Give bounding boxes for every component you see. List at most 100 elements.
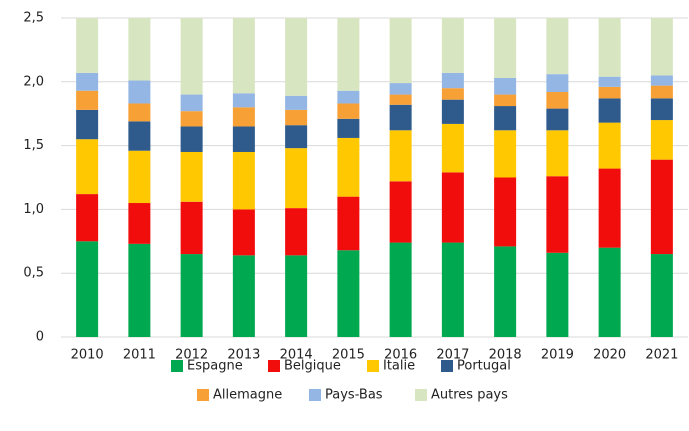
bar-segment	[76, 90, 99, 110]
bar-segment	[598, 247, 621, 337]
bar-segment	[494, 94, 517, 107]
bar-segment	[546, 252, 569, 337]
bar-segment	[180, 151, 203, 202]
bar-segment	[337, 90, 360, 104]
x-tick-label: 2013	[227, 348, 260, 363]
bar-segment	[180, 94, 203, 112]
bar-segment	[232, 18, 255, 94]
bar-segment	[546, 18, 569, 75]
x-tick-label: 2018	[489, 348, 522, 363]
bar-segment	[650, 85, 673, 99]
bar-segment	[494, 177, 517, 247]
bar-segment	[337, 118, 360, 138]
bar-segment	[128, 103, 151, 122]
bar-segment	[232, 151, 255, 210]
bar-segment	[494, 130, 517, 178]
bar-segment	[128, 121, 151, 151]
bar-segment	[180, 111, 203, 127]
legend-swatch	[415, 389, 427, 401]
bar-segment	[441, 172, 464, 243]
y-tick-label: 1,0	[23, 202, 44, 217]
bar-segment	[650, 75, 673, 86]
bar-segment	[389, 83, 412, 95]
bar-segment	[598, 18, 621, 77]
bar-segment	[389, 104, 412, 131]
bar-segment	[76, 194, 99, 242]
bar-segment	[494, 77, 517, 95]
bar-segment	[546, 92, 569, 109]
legend-label: Pays-Bas	[325, 388, 383, 403]
legend-swatch	[441, 360, 453, 372]
x-tick-label: 2011	[123, 348, 156, 363]
legend-swatch	[309, 389, 321, 401]
bar-segment	[285, 109, 308, 126]
bar-segment	[128, 243, 151, 337]
bar-segment	[494, 18, 517, 78]
bar-segment	[598, 98, 621, 123]
bar-segment	[389, 181, 412, 243]
x-tick-label: 2010	[71, 348, 104, 363]
bar-segment	[598, 76, 621, 87]
x-tick-label: 2020	[593, 348, 626, 363]
bar-segment	[232, 255, 255, 337]
bar-segment	[546, 176, 569, 253]
bar-segment	[389, 18, 412, 84]
bar-segment	[389, 242, 412, 337]
bar-segment	[337, 250, 360, 337]
legend-swatch	[367, 360, 379, 372]
bar-segment	[389, 94, 412, 105]
legend-label: Italie	[383, 359, 415, 374]
bar-segment	[76, 72, 99, 91]
x-tick-label: 2019	[541, 348, 574, 363]
bar-segment	[232, 93, 255, 108]
bar-segment	[76, 18, 99, 73]
bar-segment	[337, 196, 360, 251]
bar-segment	[232, 126, 255, 152]
legend-swatch	[171, 360, 183, 372]
bar-segment	[441, 123, 464, 173]
legend-swatch	[197, 389, 209, 401]
legend-label: Espagne	[187, 359, 243, 374]
bar-segment	[441, 72, 464, 89]
bar-segment	[441, 18, 464, 73]
legend-label: Belgique	[284, 359, 341, 374]
y-tick-label: 0	[36, 330, 44, 345]
bar-segment	[546, 130, 569, 177]
bar-segment	[128, 150, 151, 204]
bar-segment	[598, 86, 621, 99]
bar-segment	[389, 130, 412, 182]
bar-segment	[546, 108, 569, 131]
bar-segment	[337, 137, 360, 197]
bar-segment	[232, 107, 255, 127]
legend-label: Autres pays	[431, 388, 508, 403]
y-tick-label: 2,0	[23, 74, 44, 89]
bar-segment	[494, 106, 517, 131]
legend-label: Allemagne	[213, 388, 282, 403]
bar-segment	[598, 168, 621, 248]
bar-segment	[650, 18, 673, 76]
x-tick-label: 2012	[175, 348, 208, 363]
bar-segment	[180, 201, 203, 255]
bar-segment	[76, 241, 99, 337]
bar-segment	[285, 208, 308, 256]
bar-segment	[285, 255, 308, 337]
bar-segment	[180, 126, 203, 152]
bar-segment	[650, 98, 673, 121]
bar-segment	[232, 209, 255, 256]
bar-segment	[441, 99, 464, 124]
bar-segment	[337, 18, 360, 91]
bar-segment	[441, 242, 464, 337]
y-tick-label: 2,5	[23, 11, 44, 26]
bar-segment	[128, 80, 151, 104]
bar-segment	[285, 95, 308, 110]
x-tick-label: 2014	[280, 348, 313, 363]
bar-segment	[598, 122, 621, 169]
bar-segment	[441, 88, 464, 100]
legend-label: Portugal	[457, 359, 511, 374]
bar-segment	[285, 148, 308, 209]
bar-segment	[285, 125, 308, 149]
bar-segment	[546, 74, 569, 93]
x-tick-label: 2015	[332, 348, 365, 363]
bar-segment	[650, 159, 673, 255]
